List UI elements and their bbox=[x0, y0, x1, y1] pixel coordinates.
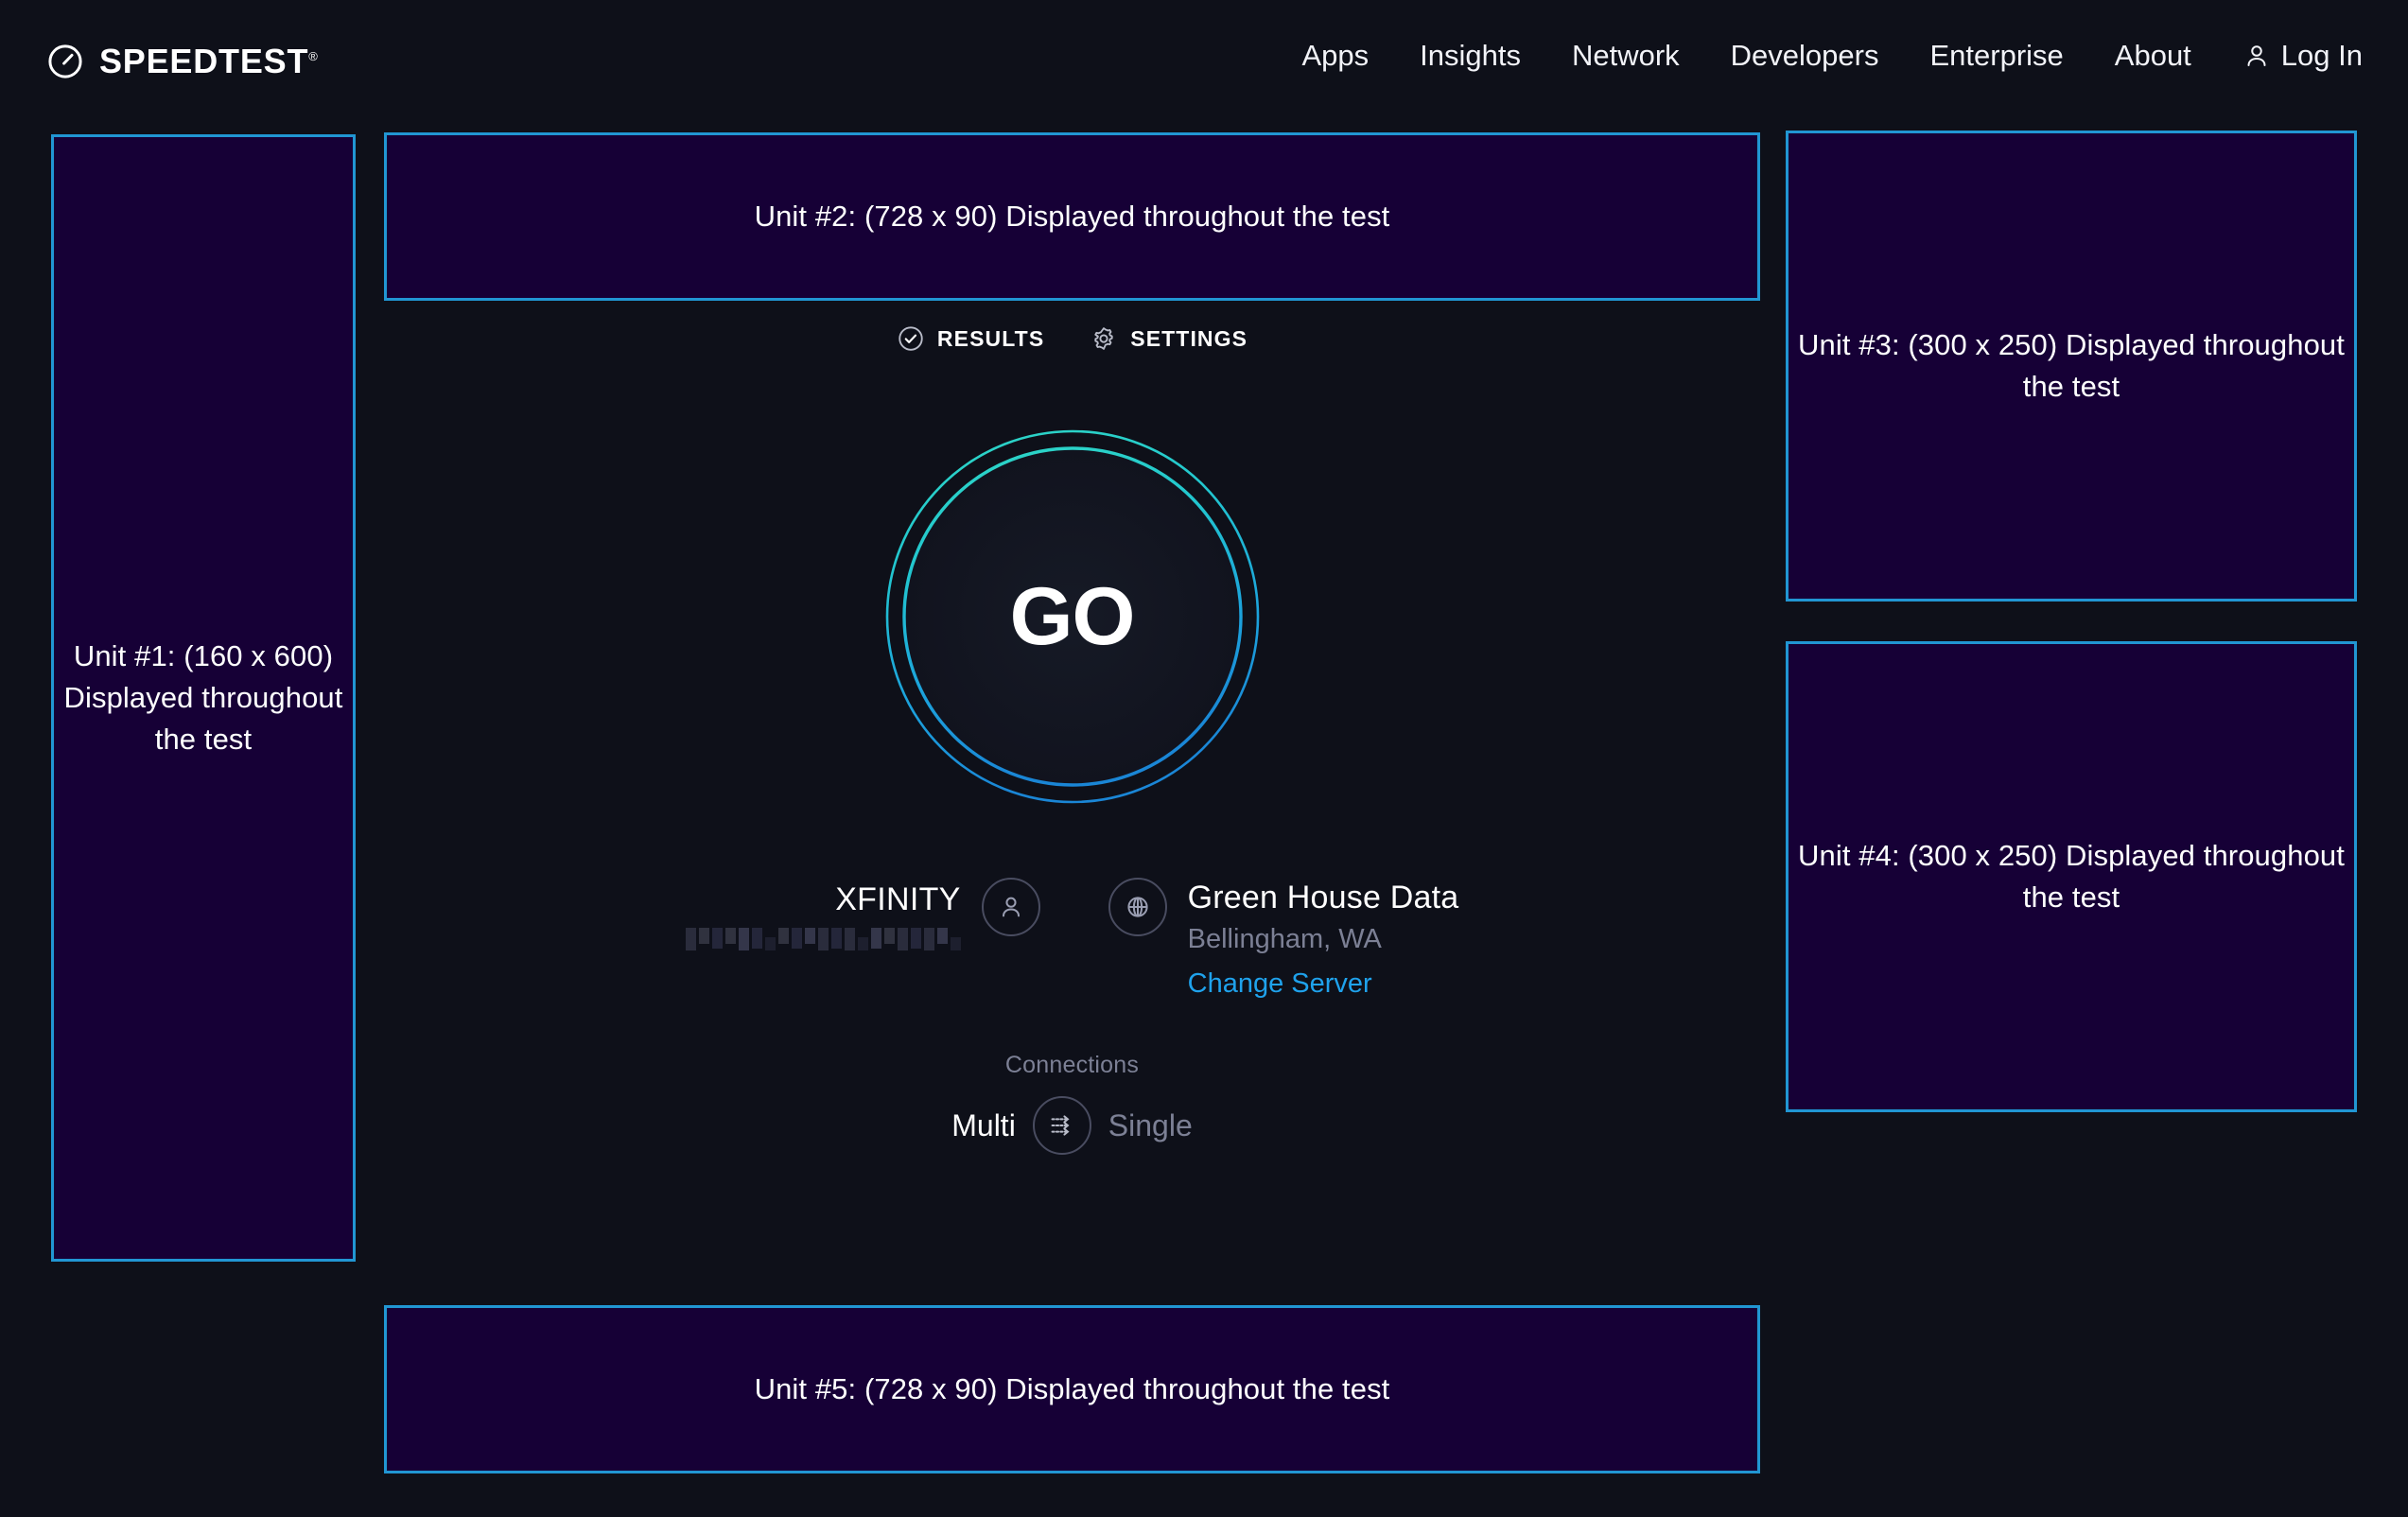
nav-item-about[interactable]: About bbox=[2114, 39, 2191, 72]
brand-trademark: ® bbox=[308, 49, 318, 63]
results-button[interactable]: RESULTS bbox=[897, 324, 1044, 353]
speedtest-main: RESULTS SETTINGS bbox=[384, 312, 1760, 1155]
ad-unit-4-text: Unit #4: (300 x 250) Displayed throughou… bbox=[1798, 838, 2345, 914]
connections-single-option[interactable]: Single bbox=[1108, 1107, 1193, 1142]
check-circle-icon bbox=[899, 326, 923, 351]
ad-unit-4[interactable]: Unit #4: (300 x 250) Displayed throughou… bbox=[1786, 641, 2357, 1112]
isp-name: XFINITY bbox=[835, 881, 961, 917]
login-button[interactable]: Log In bbox=[2217, 38, 2363, 73]
isp-ip-redacted bbox=[685, 928, 961, 951]
results-label: RESULTS bbox=[936, 325, 1045, 351]
server-location: Bellingham, WA bbox=[1187, 924, 1382, 955]
isp-avatar[interactable] bbox=[981, 878, 1040, 936]
settings-label: SETTINGS bbox=[1130, 325, 1248, 351]
globe-circle-icon bbox=[1127, 897, 1148, 917]
speedometer-icon bbox=[48, 44, 82, 78]
brand-wordmark: SPEEDTEST® bbox=[99, 44, 318, 78]
gear-icon bbox=[1094, 327, 1113, 350]
server-block[interactable]: Green House Data Bellingham, WA Change S… bbox=[1108, 872, 1459, 1001]
ad-unit-3-text: Unit #3: (300 x 250) Displayed throughou… bbox=[1798, 327, 2345, 403]
server-text: Green House Data Bellingham, WA Change S… bbox=[1188, 878, 1459, 1001]
ad-unit-1[interactable]: Unit #1: (160 x 600) Displayed throughou… bbox=[51, 134, 356, 1262]
connections-title: Connections bbox=[1004, 1051, 1140, 1078]
multi-connection-arrows-icon bbox=[1051, 1115, 1070, 1136]
nav-item-enterprise[interactable]: Enterprise bbox=[1929, 39, 2064, 72]
go-button[interactable]: GO bbox=[883, 427, 1262, 806]
go-button-rings bbox=[885, 429, 1259, 804]
settings-button[interactable]: SETTINGS bbox=[1090, 324, 1248, 353]
connection-info: XFINITY bbox=[384, 872, 1760, 1001]
login-label: Log In bbox=[2280, 39, 2363, 72]
brand-name: SPEEDTEST bbox=[99, 42, 309, 80]
ad-unit-5[interactable]: Unit #5: (728 x 90) Displayed throughout… bbox=[384, 1305, 1760, 1473]
connections-section: Connections Multi Sin bbox=[384, 1052, 1760, 1155]
ad-unit-2[interactable]: Unit #2: (728 x 90) Displayed throughout… bbox=[384, 132, 1760, 301]
nav-item-network[interactable]: Network bbox=[1571, 39, 1680, 72]
nav-item-developers[interactable]: Developers bbox=[1730, 39, 1879, 72]
isp-text: XFINITY bbox=[685, 878, 961, 951]
nav-item-insights[interactable]: Insights bbox=[1420, 39, 1521, 72]
connections-toggle-knob[interactable] bbox=[1032, 1095, 1091, 1155]
server-globe[interactable] bbox=[1108, 878, 1167, 936]
person-icon bbox=[2247, 44, 2266, 66]
ad-unit-5-text: Unit #5: (728 x 90) Displayed throughout… bbox=[754, 1371, 1390, 1405]
person-circle-icon bbox=[1002, 897, 1020, 917]
brand-logo[interactable]: SPEEDTEST® bbox=[45, 42, 318, 81]
main-navigation: Apps Insights Network Developers Enterpr… bbox=[1276, 38, 2363, 73]
ad-unit-1-text: Unit #1: (160 x 600) Displayed throughou… bbox=[63, 638, 343, 756]
change-server-link[interactable]: Change Server bbox=[1187, 968, 1372, 1000]
site-header: SPEEDTEST® Apps Insights Network Develop… bbox=[0, 0, 2408, 129]
connections-multi-option[interactable]: Multi bbox=[951, 1107, 1016, 1142]
ad-unit-2-text: Unit #2: (728 x 90) Displayed throughout… bbox=[754, 199, 1390, 233]
ad-unit-3[interactable]: Unit #3: (300 x 250) Displayed throughou… bbox=[1786, 131, 2357, 602]
go-button-wrapper: GO bbox=[384, 427, 1760, 806]
nav-item-apps[interactable]: Apps bbox=[1301, 39, 1370, 72]
test-toolbar: RESULTS SETTINGS bbox=[384, 312, 1760, 365]
connections-toggle: Multi Single bbox=[951, 1095, 1193, 1155]
isp-block[interactable]: XFINITY bbox=[685, 872, 1040, 951]
server-name: Green House Data bbox=[1187, 880, 1459, 915]
